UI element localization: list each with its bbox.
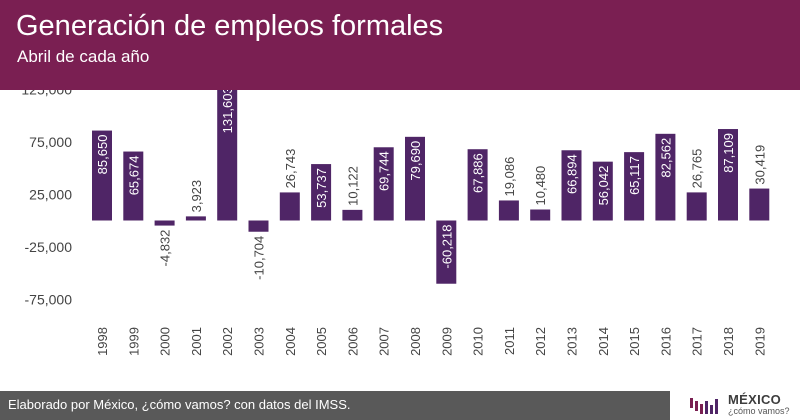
x-tick-label: 2011: [502, 327, 517, 355]
bar: [561, 150, 582, 221]
x-tick-label: 2019: [752, 327, 767, 356]
x-tick-label: 2000: [158, 327, 173, 356]
bar: [185, 216, 206, 221]
bar: [123, 151, 144, 221]
bar-chart: 125,000 75,000 25,000 -25,000 -75,000 85,650 1…: [21, 90, 770, 356]
y-tick-label: -25,000: [25, 239, 73, 255]
bar: [686, 192, 707, 221]
bar-value-label: 69,744: [377, 151, 392, 191]
x-tick-label: 2012: [533, 327, 548, 356]
bar: [217, 90, 238, 221]
bar: [92, 130, 112, 221]
x-tick-label: 2014: [596, 327, 611, 356]
bar-value-label: -10,704: [252, 236, 267, 280]
y-tick-label: 125,000: [21, 90, 72, 97]
x-tick-label: 2007: [377, 327, 392, 356]
bar-value-label: 67,886: [471, 153, 486, 193]
bar: [279, 192, 300, 221]
y-tick-label: 25,000: [29, 186, 72, 202]
bar: [405, 136, 425, 221]
bar: [530, 209, 551, 221]
bar: [342, 209, 363, 221]
bar: [655, 133, 676, 221]
bar-value-label: 56,042: [596, 166, 611, 206]
x-tick-label: 2003: [252, 327, 267, 356]
chart-subtitle: Abril de cada año: [17, 47, 150, 66]
bar: [373, 147, 394, 221]
bar: [498, 200, 519, 221]
bar-value-label: 19,086: [502, 157, 517, 197]
x-tick-label: 2016: [658, 327, 673, 356]
header-banner: Generación de empleos formales Abril de …: [0, 0, 800, 90]
bar-value-label: -4,832: [158, 230, 173, 267]
bar: [436, 220, 457, 284]
x-tick-label: 2008: [408, 327, 423, 356]
bar-value-label: 10,480: [533, 166, 548, 206]
bar-value-label: 85,650: [95, 135, 110, 175]
x-tick-label: 2001: [189, 327, 204, 356]
source-note: Elaborado por México, ¿cómo vamos? con d…: [8, 397, 351, 412]
bar-value-label: 82,562: [658, 138, 673, 178]
bar-value-label: 26,765: [690, 149, 705, 189]
x-tick-label: 2006: [345, 327, 360, 356]
bar-value-label: 131,603: [220, 90, 235, 133]
x-tick-label: 2017: [690, 327, 705, 356]
x-tick-label: 2015: [627, 327, 642, 356]
y-tick-label: -75,000: [25, 291, 73, 307]
logo: MÉXICO ¿cómo vamos?: [688, 392, 800, 420]
x-tick-label: 2018: [721, 327, 736, 356]
logo-tagline: ¿cómo vamos?: [728, 406, 790, 416]
x-tick-label: 2005: [314, 327, 329, 356]
x-tick-label: 1998: [95, 327, 110, 356]
x-tick-label: 2004: [283, 327, 298, 356]
bar-value-label: -60,218: [439, 225, 454, 269]
bar-value-label: 26,743: [283, 149, 298, 189]
bar-value-label: 87,109: [721, 133, 736, 173]
x-tick-label: 2009: [439, 327, 454, 356]
chart-title: Generación de empleos formales: [16, 10, 444, 42]
bar-value-label: 79,690: [408, 141, 423, 181]
bar-value-label: 53,737: [314, 168, 329, 208]
x-tick-label: 2013: [565, 327, 580, 356]
bar: [592, 161, 613, 221]
bar: [467, 149, 488, 221]
bar-value-label: 66,894: [565, 154, 580, 194]
y-tick-label: 75,000: [29, 134, 72, 150]
logo-mark-icon: [690, 398, 718, 414]
bar-value-label: 3,923: [189, 180, 204, 213]
x-tick-label: 1999: [126, 327, 141, 356]
bar-value-label: 10,122: [345, 166, 360, 206]
x-tick-label: 2010: [471, 327, 486, 356]
bar: [624, 152, 645, 221]
logo-name: MÉXICO: [728, 392, 782, 407]
footer-bar: Elaborado por México, ¿cómo vamos? con d…: [0, 391, 670, 420]
bar: [311, 164, 332, 221]
bar: [749, 188, 770, 221]
bar-value-label: 30,419: [752, 145, 767, 185]
bar: [718, 129, 738, 221]
x-tick-label: 2002: [220, 327, 235, 356]
bar: [154, 220, 175, 226]
bar: [248, 220, 269, 232]
bar-value-label: 65,674: [126, 156, 141, 196]
bar-value-label: 65,117: [627, 156, 642, 195]
